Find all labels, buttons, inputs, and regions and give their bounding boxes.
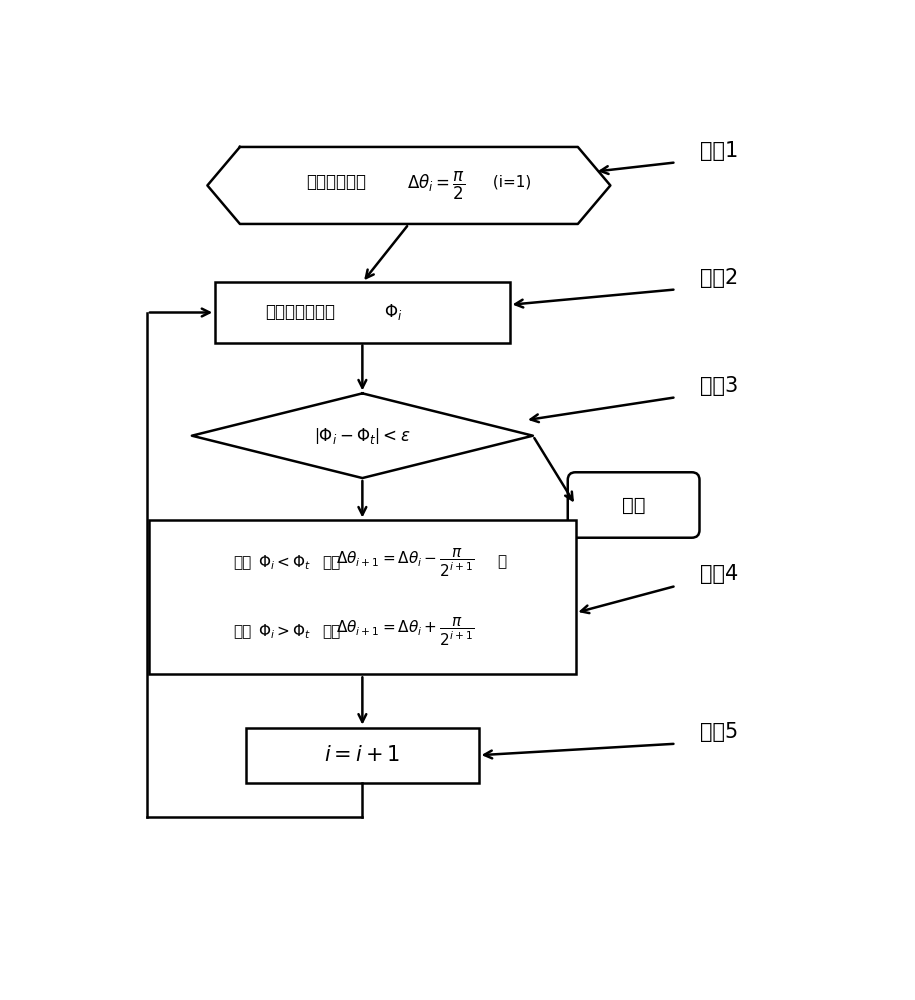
- Text: 如果: 如果: [233, 625, 252, 640]
- Text: $\left|\Phi_i - \Phi_t\right| < \varepsilon$: $\left|\Phi_i - \Phi_t\right| < \varepsi…: [314, 426, 411, 446]
- Bar: [215, 282, 510, 343]
- Text: $\Delta\theta_{i+1} = \Delta\theta_i + \dfrac{\pi}{2^{i+1}}$: $\Delta\theta_{i+1} = \Delta\theta_i + \…: [336, 616, 475, 648]
- Text: 如果: 如果: [233, 555, 252, 570]
- Text: $\Delta\theta_{i+1} = \Delta\theta_i - \dfrac{\pi}{2^{i+1}}$: $\Delta\theta_{i+1} = \Delta\theta_i - \…: [336, 547, 475, 579]
- Text: 步骤3: 步骤3: [700, 376, 738, 396]
- Text: 步骤5: 步骤5: [700, 722, 738, 742]
- Bar: [149, 520, 576, 674]
- Polygon shape: [208, 147, 610, 224]
- Bar: [246, 728, 479, 783]
- Text: 结束: 结束: [622, 495, 645, 514]
- Text: $\Phi_i$: $\Phi_i$: [384, 302, 403, 322]
- Text: $i = i+1$: $i = i+1$: [324, 745, 401, 765]
- Text: 步骤1: 步骤1: [700, 141, 738, 161]
- FancyBboxPatch shape: [567, 472, 699, 538]
- Text: ；: ；: [498, 554, 506, 569]
- Text: $\Phi_i > \Phi_t$: $\Phi_i > \Phi_t$: [258, 623, 311, 641]
- Text: ，取: ，取: [322, 625, 340, 640]
- Text: $\Delta\theta_i = \dfrac{\pi}{2}$: $\Delta\theta_i = \dfrac{\pi}{2}$: [407, 169, 465, 202]
- Text: 计算得到俯仰角: 计算得到俯仰角: [265, 304, 335, 322]
- Text: 取棱镜夹角为: 取棱镜夹角为: [307, 173, 366, 191]
- Text: ，取: ，取: [322, 555, 340, 570]
- Text: 步骤4: 步骤4: [700, 564, 738, 584]
- Text: 步骤2: 步骤2: [700, 268, 738, 288]
- Text: $\Phi_i < \Phi_t$: $\Phi_i < \Phi_t$: [258, 553, 311, 572]
- Text: (i=1): (i=1): [488, 174, 532, 189]
- Polygon shape: [192, 393, 533, 478]
